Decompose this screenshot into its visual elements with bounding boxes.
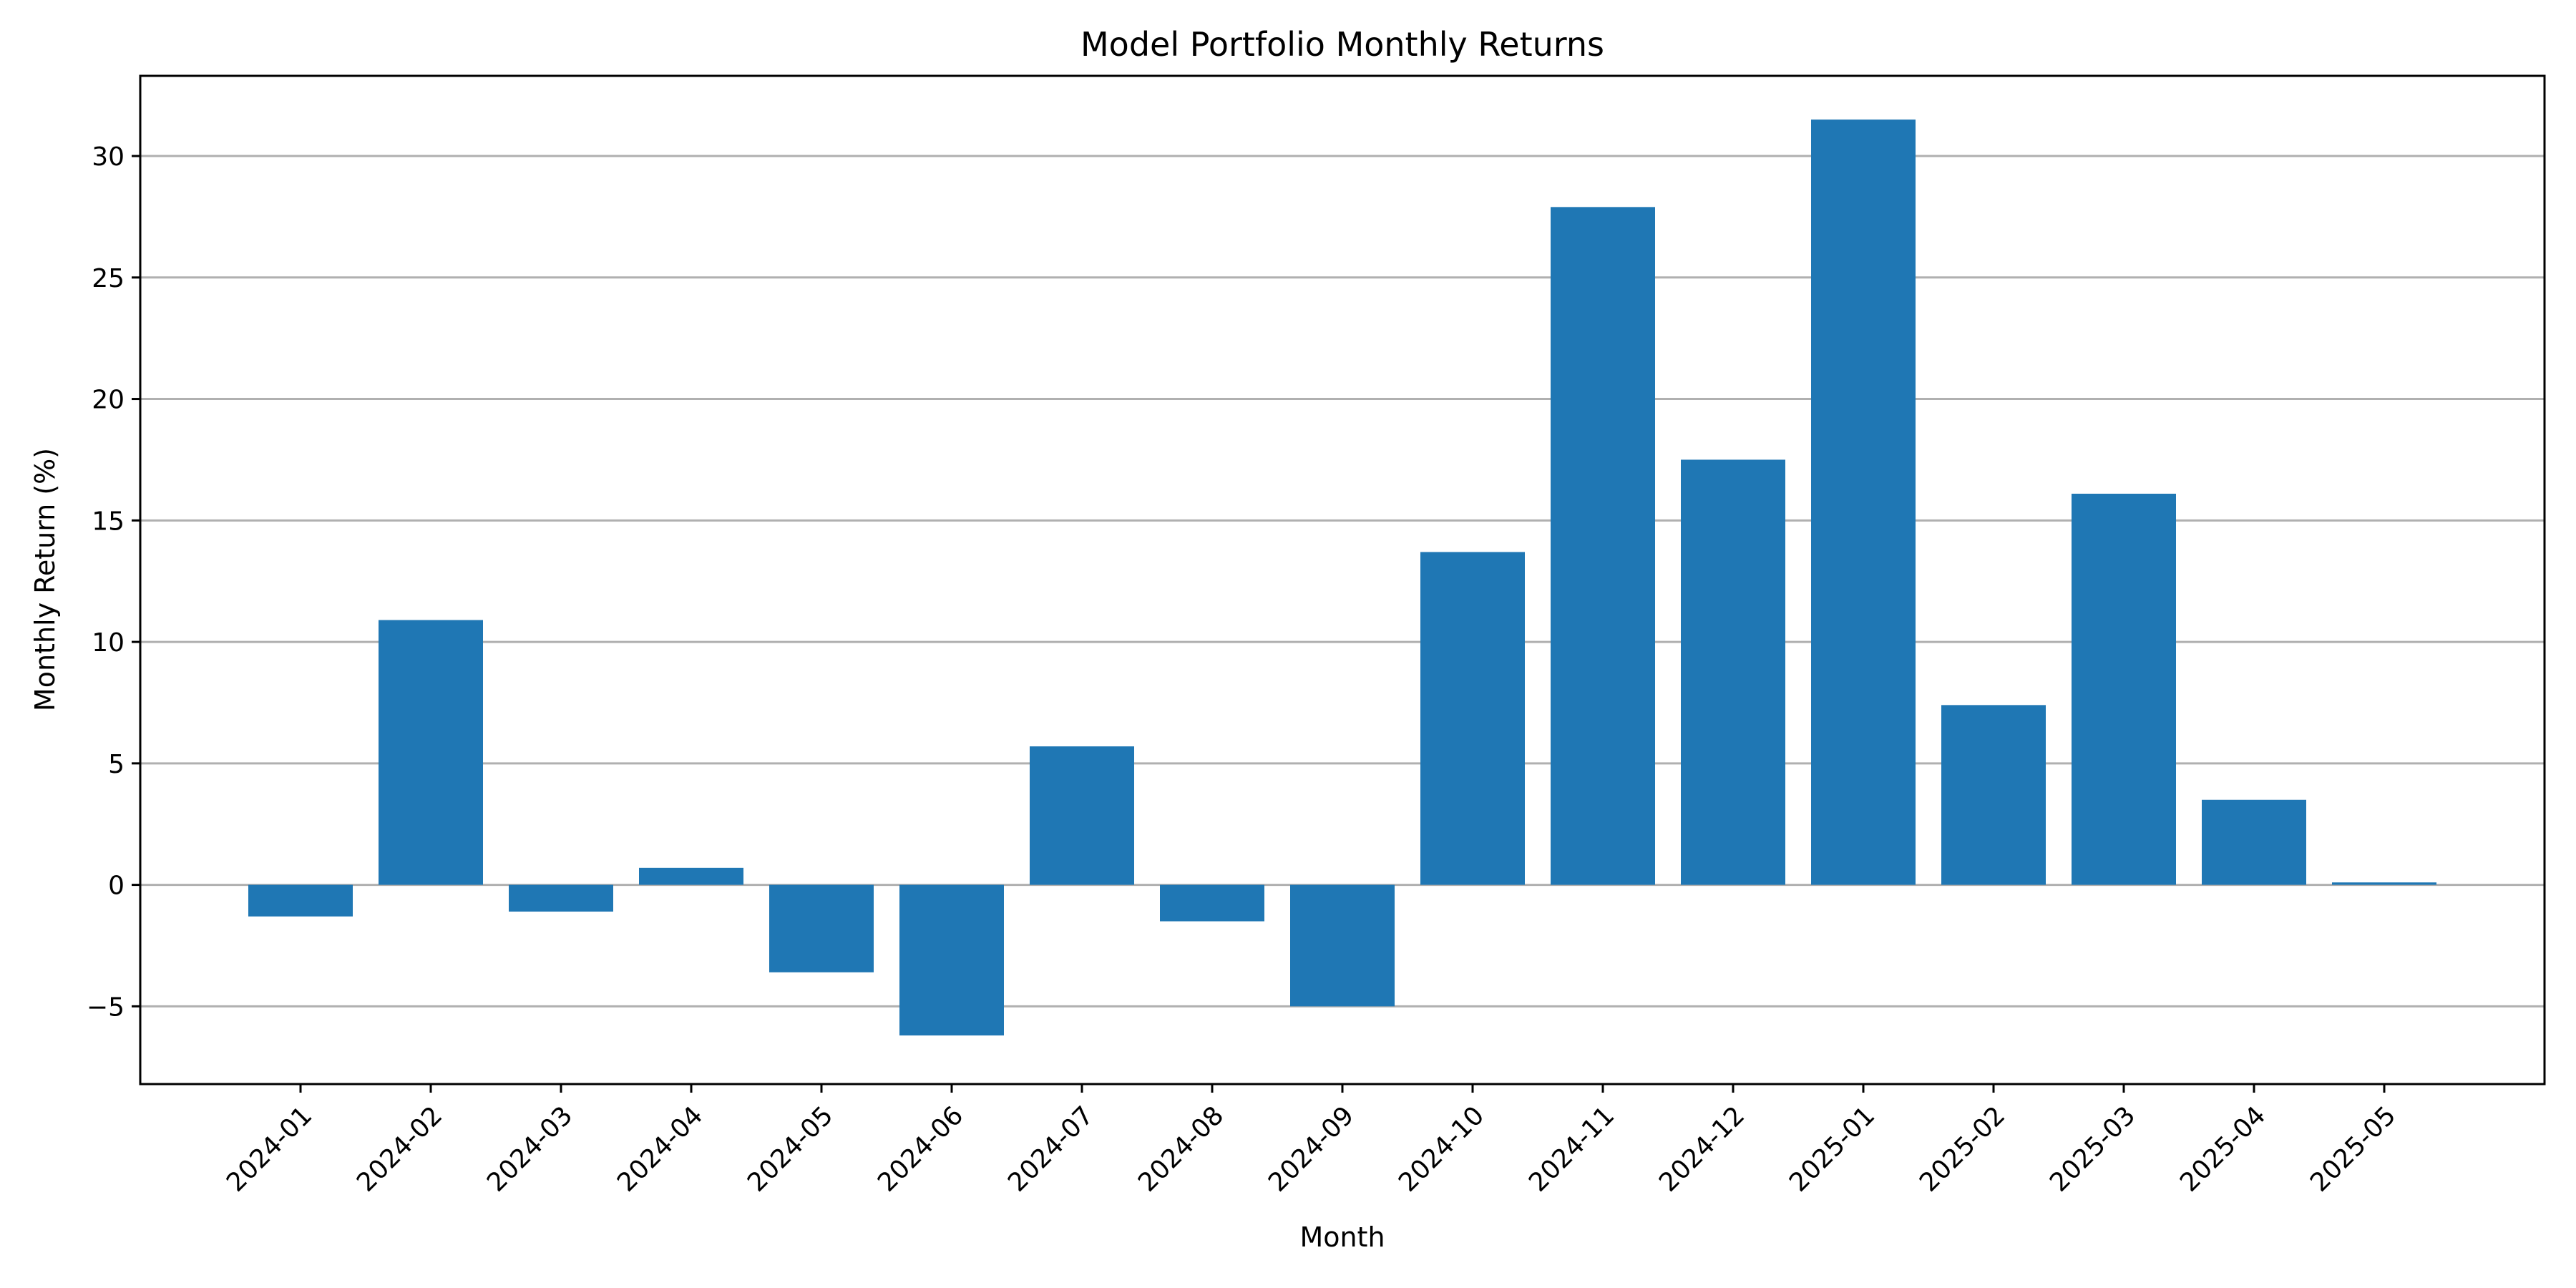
x-tick-label: 2025-01 — [1784, 1101, 1880, 1197]
y-tick-label: 5 — [108, 750, 125, 779]
x-tick-label: 2024-11 — [1523, 1101, 1620, 1197]
y-tick-label: 25 — [92, 264, 125, 293]
bar-2024-08 — [1160, 884, 1264, 922]
x-tick-label: 2024-06 — [872, 1101, 969, 1197]
bar-2024-01 — [248, 884, 353, 917]
x-axis-label: Month — [1299, 1221, 1385, 1253]
bar-2025-05 — [2332, 882, 2436, 885]
y-tick-label: 10 — [92, 628, 125, 658]
x-tick-label: 2024-04 — [612, 1101, 708, 1197]
x-tick-label: 2024-03 — [482, 1101, 578, 1197]
bar-2025-01 — [1811, 119, 1916, 885]
x-tick-label: 2024-12 — [1654, 1101, 1750, 1197]
bar-2024-05 — [769, 884, 874, 972]
bar-2024-11 — [1551, 207, 1655, 885]
x-tick-label: 2025-03 — [2044, 1101, 2141, 1197]
x-tick-label: 2025-05 — [2305, 1101, 2401, 1197]
gridlines — [140, 155, 2545, 1008]
bar-2024-12 — [1681, 459, 1785, 885]
x-tick-label: 2025-04 — [2175, 1101, 2271, 1197]
x-tick-label: 2024-07 — [1002, 1101, 1099, 1197]
bar-2024-10 — [1420, 552, 1525, 885]
y-tick-label: 15 — [92, 507, 125, 536]
bar-2025-02 — [1941, 705, 2046, 885]
bar-2024-04 — [639, 867, 743, 885]
x-tick-label: 2024-02 — [351, 1101, 448, 1197]
y-tick-label: −5 — [87, 992, 125, 1022]
bar-2024-09 — [1290, 884, 1395, 1007]
bar-2024-03 — [509, 884, 613, 912]
y-axis-ticks: −5 0 5 10 15 20 25 30 — [87, 142, 140, 1022]
y-tick-label: 0 — [108, 872, 125, 901]
x-tick-label: 2024-10 — [1393, 1101, 1490, 1197]
bar-2024-06 — [899, 884, 1004, 1036]
y-tick-label: 20 — [92, 386, 125, 415]
y-axis-label: Monthly Return (%) — [29, 448, 61, 711]
bar-2024-07 — [1030, 746, 1134, 885]
x-axis-ticks: 2024-01 2024-02 2024-03 2024-04 2024-05 2024-… — [221, 1084, 2401, 1198]
y-tick-label: 30 — [92, 142, 125, 172]
x-tick-label: 2025-02 — [1914, 1101, 2011, 1197]
x-tick-label: 2024-09 — [1263, 1101, 1360, 1197]
x-tick-label: 2024-01 — [221, 1101, 318, 1197]
bar-2024-02 — [379, 620, 483, 885]
bar-2025-03 — [2072, 493, 2176, 885]
bars — [248, 119, 2436, 1036]
x-tick-label: 2024-08 — [1133, 1101, 1229, 1197]
x-tick-label: 2024-05 — [742, 1101, 839, 1197]
bar-2025-04 — [2202, 799, 2306, 885]
chart-title: Model Portfolio Monthly Returns — [1080, 25, 1604, 64]
